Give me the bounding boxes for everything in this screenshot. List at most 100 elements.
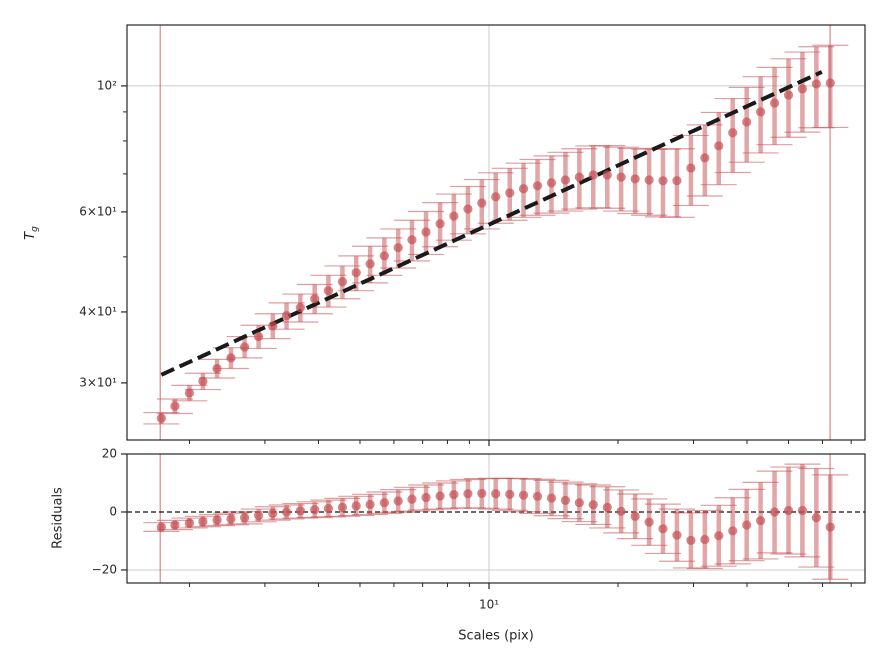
data-point [393,496,403,506]
data-point [769,507,780,517]
data-point [449,489,459,500]
data-point [198,376,208,386]
data-point [672,530,682,540]
data-point [337,277,348,287]
data-point [365,259,375,269]
data-point [407,494,417,504]
data-point [449,211,459,221]
data-point [226,353,236,363]
data-point [616,172,626,182]
data-point [170,520,180,530]
data-point [700,534,710,545]
data-point [253,331,264,342]
data-point [435,491,445,501]
data-point [518,490,529,500]
data-point [588,500,598,510]
data-point [295,303,305,313]
y-label: Residuals [51,487,66,549]
data-point [518,184,529,194]
data-point [630,174,640,184]
data-point [700,153,710,163]
data-point [421,492,431,503]
data-point [602,502,612,512]
data-point [491,489,501,499]
data-point [811,79,821,89]
data-point [351,268,361,278]
data-point [742,117,752,127]
data-point [351,501,361,511]
y-tick-label: 10² [97,78,117,92]
y-tick-label: −20 [92,562,117,576]
x-tick-label: 10¹ [479,598,499,612]
data-point [686,535,696,545]
data-point [505,188,515,198]
data-point [268,321,278,331]
y-tick-label: 3×10¹ [79,375,117,389]
data-point [630,511,640,521]
data-point [491,192,501,202]
x-label: Scales (pix) [458,629,534,644]
data-point [477,198,487,208]
data-point [588,170,598,180]
data-point [797,84,808,94]
data-point [379,498,389,508]
data-point [714,141,724,151]
data-point [797,505,808,516]
data-point [253,510,264,521]
data-point [574,498,584,508]
fit-line [160,70,823,377]
data-point [463,204,473,214]
data-point [811,513,821,523]
data-point [240,513,250,523]
data-point [574,172,584,182]
data-point [170,401,180,411]
y-tick-label: 4×10¹ [79,304,117,318]
data-point [240,342,250,352]
data-point [156,522,166,532]
data-point [756,516,766,526]
y-tick-label: 6×10¹ [79,204,117,218]
y-label-sub: g [30,226,40,232]
data-point [825,78,835,88]
data-point [546,493,557,503]
data-point [532,491,543,501]
data-point [379,251,389,261]
data-point [323,503,334,514]
data-point [644,517,654,527]
data-point [756,107,766,117]
data-point [268,508,278,519]
data-point [310,505,320,515]
data-point [602,170,612,180]
data-point [295,506,305,516]
data-point [435,219,445,229]
data-point [825,522,835,532]
data-point [198,516,208,527]
y-tick-label: 20 [102,447,117,461]
data-point [281,507,292,517]
data-point [560,495,571,505]
data-point [393,243,403,253]
data-point [184,518,195,528]
data-point [686,163,696,173]
data-point [616,506,626,516]
data-point [365,499,375,510]
y-label-main: T [23,231,38,240]
data-point [323,286,334,296]
data-point [310,294,320,304]
data-point [281,311,292,321]
data-point [212,363,222,374]
data-point [532,181,543,191]
data-point [505,489,515,499]
data-point [783,505,794,516]
data-point [658,176,668,186]
data-point [672,176,682,186]
data-point [212,515,222,525]
y-label: Tg [23,226,40,240]
data-point [783,90,794,100]
data-point [714,531,724,541]
data-point [226,514,236,524]
data-point [546,178,557,188]
data-point [407,235,417,245]
plot-frame [126,24,866,441]
